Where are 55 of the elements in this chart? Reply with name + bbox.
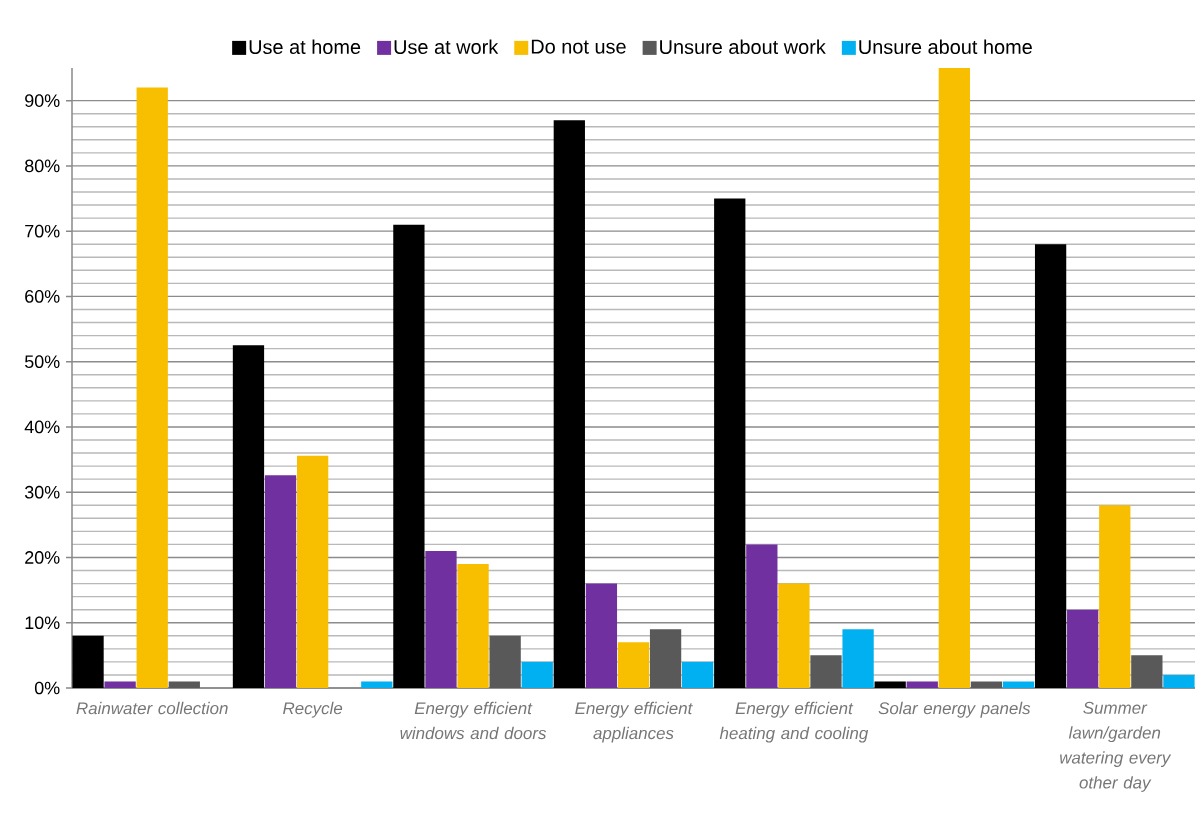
x-tick-label: Recycle (283, 701, 343, 718)
y-tick-label: 70% (25, 224, 60, 238)
bar (1163, 674, 1195, 688)
y-tick-label: 20% (25, 551, 60, 564)
bar (425, 550, 457, 688)
bar (682, 661, 714, 688)
bar (521, 661, 553, 688)
legend-label: Unsure about work (660, 39, 826, 55)
legend-label: Use at home (249, 39, 361, 55)
y-tick-label: 40% (24, 420, 60, 434)
y-tick-label: 60% (25, 290, 60, 303)
bar (1067, 609, 1099, 688)
bar (553, 120, 585, 688)
bar (297, 455, 329, 688)
y-tick-label: 90% (25, 94, 60, 107)
bar (264, 475, 297, 688)
x-tick-label: Energy efficient appliances (575, 701, 693, 743)
y-tick-label: 0% (34, 681, 60, 695)
legend-label: Unsure about home (859, 39, 1032, 55)
y-tick-label: 50% (24, 355, 60, 369)
bar (714, 198, 746, 688)
bar (1099, 505, 1131, 688)
bar (746, 544, 778, 688)
bar (938, 68, 970, 688)
bar (1131, 655, 1163, 688)
bar (232, 345, 265, 688)
x-tick-label: Solar energy panels (878, 701, 1031, 718)
bar (649, 629, 682, 688)
y-tick-label: 80% (25, 159, 60, 173)
bar (489, 635, 521, 688)
x-tick-label: Summer lawn/garden watering every other day (1060, 701, 1172, 792)
bar (970, 681, 1003, 688)
bar (1034, 244, 1067, 688)
legend-label: Use at work (394, 39, 499, 55)
bar (778, 583, 810, 688)
bar (1002, 681, 1035, 688)
bar (810, 655, 842, 688)
bar (906, 681, 938, 688)
x-tick-label: Energy efficient windows and doors (400, 701, 547, 740)
bar (168, 681, 200, 688)
bar (874, 681, 906, 688)
bar (585, 583, 618, 688)
legend-label: Do not use (531, 39, 626, 54)
bar (617, 642, 650, 688)
bar (842, 629, 874, 688)
y-tick-label: 30% (24, 485, 60, 499)
bar (457, 564, 489, 688)
bar (72, 635, 104, 688)
x-tick-label: Rainwater collection (76, 701, 228, 715)
bar (136, 87, 168, 688)
bar (104, 681, 136, 688)
x-tick-label: Energy efficient heating and cooling (719, 701, 869, 743)
bar (393, 224, 425, 688)
bar (361, 681, 393, 688)
y-tick-label: 10% (25, 616, 60, 630)
